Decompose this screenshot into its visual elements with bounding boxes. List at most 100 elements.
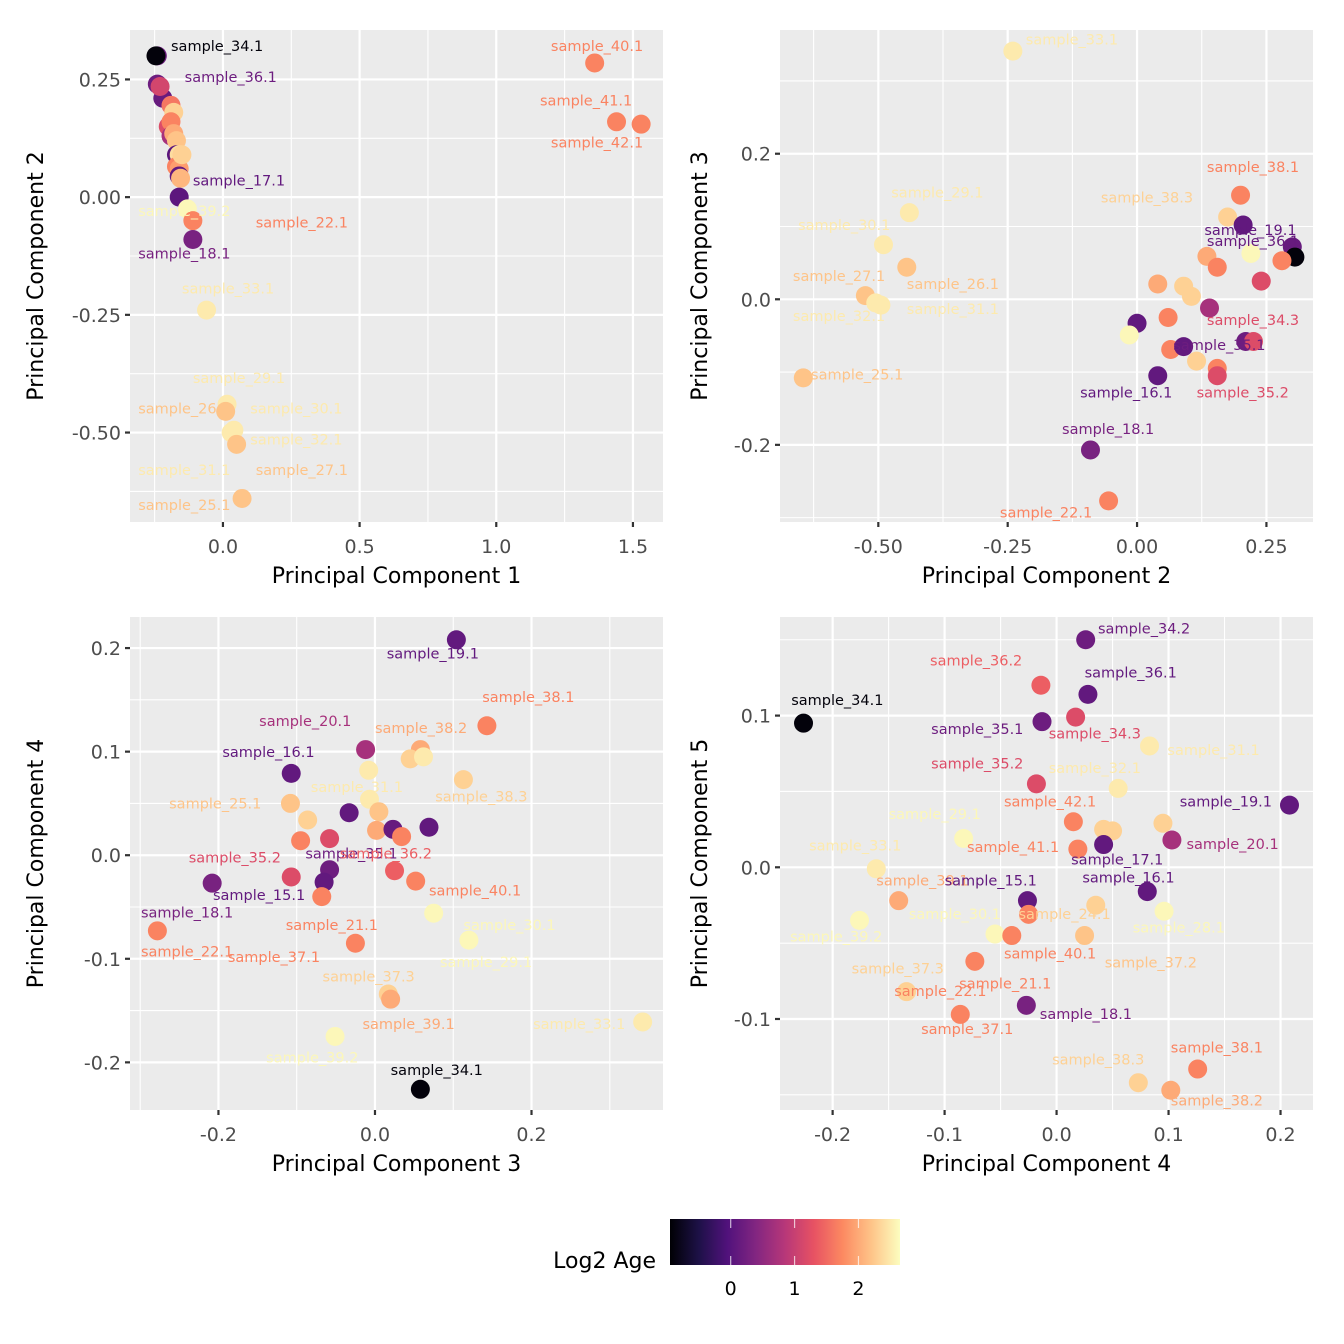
data-point: [406, 871, 426, 891]
data-point: [312, 887, 332, 907]
point-label: sample_38.2: [1171, 1093, 1263, 1109]
data-point: [1086, 895, 1106, 915]
y-tick-label: -0.50: [72, 423, 121, 445]
point-label: sample_18.1: [1040, 1007, 1132, 1023]
point-label: sample_40.1: [1004, 946, 1096, 962]
data-point: [320, 829, 340, 849]
point-label: sample_41.1: [967, 840, 1059, 856]
labels-layer: sample_33.1 sample_29.1 sample_30.1 sample_…: [793, 33, 1299, 522]
data-point: [172, 145, 192, 165]
y-tick-label: 0.0: [741, 289, 771, 311]
point-label: sample_29.1: [889, 807, 981, 823]
labels-layer: sample_34.1 sample_36.1 sample_17.1 sample_…: [138, 39, 643, 514]
y-tick-label: -0.1: [84, 949, 121, 971]
data-point: [1026, 774, 1046, 794]
data-point: [1094, 835, 1114, 855]
data-point: [381, 989, 401, 1009]
x-axis-title: Principal Component 4: [922, 1152, 1171, 1177]
data-point: [950, 1004, 970, 1024]
data-point: [325, 1026, 345, 1046]
x-tick-label: 0.0: [1041, 1124, 1071, 1146]
points-layer: [794, 630, 1299, 1100]
data-point: [477, 716, 497, 736]
x-tick-label: 0.0: [208, 536, 238, 558]
data-point: [850, 910, 870, 930]
point-label: sample_36.2: [340, 846, 432, 862]
data-point: [1128, 1073, 1148, 1093]
point-label: sample_35.1: [1173, 338, 1265, 354]
data-point: [1233, 215, 1253, 235]
data-point: [410, 1079, 430, 1099]
point-label: sample_29.1: [193, 371, 285, 387]
data-point: [607, 112, 627, 132]
data-point: [1003, 41, 1023, 61]
data-point: [899, 203, 919, 223]
point-label: sample_17.1: [1071, 852, 1163, 868]
data-point: [965, 951, 985, 971]
x-tick-label: -0.50: [854, 536, 903, 558]
y-tick-label: 0.0: [91, 845, 121, 867]
data-point: [1068, 839, 1088, 859]
point-label: sample_27.1: [256, 463, 348, 479]
data-point: [183, 230, 203, 250]
y-tick-label: -0.25: [72, 305, 121, 327]
point-label: sample_21.1: [286, 918, 378, 934]
data-point: [1207, 366, 1227, 386]
x-axis-title: Principal Component 1: [272, 564, 521, 589]
plot-background: [780, 30, 1313, 522]
data-point: [453, 770, 473, 790]
data-point: [1272, 251, 1292, 271]
point-label: sample_36.1: [1207, 234, 1299, 250]
y-axis-title: Principal Component 4: [24, 739, 49, 988]
data-point: [585, 53, 605, 73]
y-axis-title: Principal Component 3: [688, 151, 713, 400]
point-label: sample_35.2: [189, 850, 281, 866]
data-point: [631, 114, 651, 134]
point-label: sample_32.1: [250, 432, 342, 448]
y-tick-label: 0.25: [79, 69, 121, 91]
colorbar-ticks: 0 1 2: [725, 1219, 865, 1300]
data-point: [1137, 882, 1157, 902]
point-label: sample_40.1: [429, 884, 521, 900]
x-tick-label: 0.2: [516, 1124, 546, 1146]
point-label: sample_16.1: [1082, 870, 1174, 886]
data-point: [1031, 675, 1051, 695]
data-point: [985, 924, 1005, 944]
colorbar-tick-label: 1: [789, 1278, 801, 1300]
point-label: sample_35.1: [931, 722, 1023, 738]
point-label: sample_37.2: [1105, 955, 1197, 971]
point-label: sample_42.1: [551, 136, 643, 152]
data-point: [1181, 286, 1201, 306]
point-label: sample_22.1: [141, 945, 233, 961]
point-label: sample_30.1: [250, 402, 342, 418]
panels: 0.0 0.5 1.0 1.5 0.25 0.00 -0.25 -0.50 Principal …: [24, 30, 1313, 1177]
point-label: sample_36.1: [1085, 666, 1177, 682]
point-label: sample_22.1: [256, 216, 348, 232]
x-tick-label: 1.5: [618, 536, 648, 558]
point-label: sample_34.1: [791, 693, 883, 709]
data-point: [216, 401, 236, 421]
point-label: sample_33.1: [1026, 33, 1118, 49]
y-tick-label: 0.1: [91, 742, 121, 764]
data-point: [339, 803, 359, 823]
point-label: sample_25.1: [169, 797, 261, 813]
data-point: [359, 760, 379, 780]
y-tick-label: 0.0: [741, 857, 771, 879]
point-label: sample_36.1: [185, 70, 277, 86]
point-label: sample_39.1: [362, 1017, 454, 1033]
y-axis-title: Principal Component 2: [24, 151, 49, 400]
point-label: sample_25.1: [138, 498, 230, 514]
y-axis-title: Principal Component 5: [688, 739, 713, 988]
point-label: sample_38.1: [1207, 160, 1299, 176]
point-label: sample_38.3: [1101, 190, 1193, 206]
x-axis-title: Principal Component 3: [272, 1152, 521, 1177]
point-label: sample_32.1: [793, 309, 885, 325]
point-label: sample_34.3: [1207, 313, 1299, 329]
x-tick-label: 1.0: [481, 536, 511, 558]
data-point: [183, 211, 203, 231]
data-point: [298, 810, 318, 830]
data-point: [1200, 298, 1220, 318]
point-label: sample_38.1: [482, 690, 574, 706]
point-label: sample_30.1: [463, 918, 555, 934]
x-tick-label: 0.5: [344, 536, 374, 558]
